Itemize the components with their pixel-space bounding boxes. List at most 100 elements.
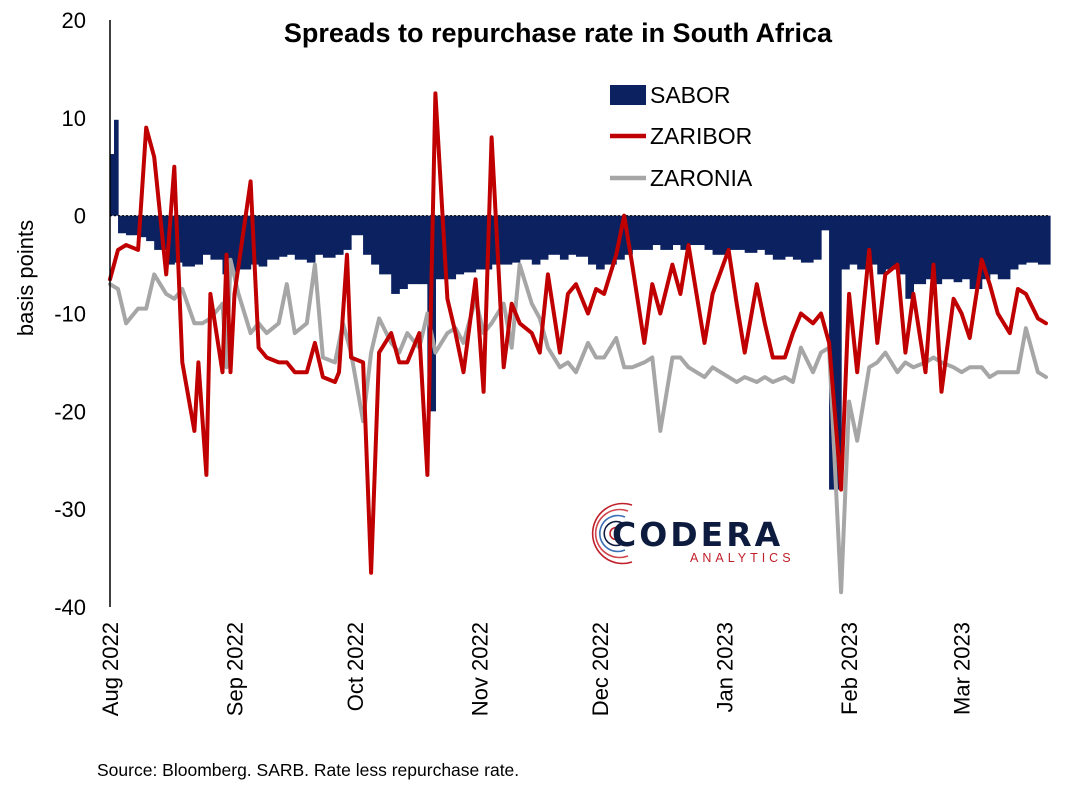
y-tick-label: -40 <box>54 595 86 620</box>
sabor-bar <box>363 215 372 255</box>
y-tick-label: -10 <box>54 302 86 327</box>
sabor-bar <box>905 215 915 299</box>
sabor-bar <box>660 215 673 250</box>
x-tick-label: Nov 2022 <box>468 622 493 716</box>
legend-label-zaribor: ZARIBOR <box>650 123 752 149</box>
zaribor-line <box>108 91 1048 575</box>
legend: SABOR ZARIBOR ZARONIA <box>610 82 753 191</box>
sabor-bar <box>1009 215 1019 270</box>
sabor-bar <box>138 215 147 238</box>
sabor-bar <box>126 215 139 236</box>
sabor-bar <box>322 215 336 258</box>
x-tick-label: Aug 2022 <box>98 622 123 716</box>
sabor-bar <box>913 215 927 285</box>
sabor-bar <box>455 215 465 275</box>
zaronia-line <box>108 257 1048 595</box>
chart-title: Spreads to repurchase rate in South Afri… <box>284 18 833 48</box>
sabor-bar <box>821 215 830 231</box>
sabor-bar <box>800 215 814 263</box>
sabor-bar <box>314 215 324 255</box>
y-tick-label: 20 <box>62 8 86 33</box>
sabor-bar <box>342 215 352 250</box>
sabor-bar <box>1045 215 1051 265</box>
sabor-bar <box>941 215 955 280</box>
sabor-bar <box>688 215 706 246</box>
sabor-bar <box>575 215 589 257</box>
sabor-bar <box>511 215 521 263</box>
series-lines <box>108 91 1048 595</box>
sabor-bar <box>294 215 308 260</box>
legend-label-zaronia: ZARONIA <box>650 165 753 191</box>
sabor-bar <box>407 215 420 285</box>
sabor-bar <box>539 215 549 260</box>
sabor-bar <box>463 215 477 273</box>
sabor-bar <box>712 215 730 255</box>
legend-label-sabor: SABOR <box>650 82 731 108</box>
sabor-bar <box>110 154 115 216</box>
x-tick-label: Jan 2023 <box>713 622 738 713</box>
sabor-bar <box>772 215 786 260</box>
x-tick-label: Oct 2022 <box>343 622 368 711</box>
logo-swirl-icon <box>591 502 633 565</box>
sabor-bar <box>1017 215 1027 265</box>
source-note: Source: Bloomberg. SARB. Rate less repur… <box>97 760 520 780</box>
sabor-bar <box>849 215 858 265</box>
sabor-bar <box>194 215 203 265</box>
sabor-bar <box>596 215 605 270</box>
sabor-bar <box>230 215 240 275</box>
sabor-bar <box>784 215 794 257</box>
sabor-bar <box>519 215 533 260</box>
logo-subtitle: ANALYTICS <box>690 551 795 565</box>
y-tick-labels: 20 10 0 -10 -20 -30 -40 <box>54 8 86 620</box>
x-tick-labels: Aug 2022 Sep 2022 Oct 2022 Nov 2022 Dec 2022… <box>98 622 975 716</box>
sabor-bar <box>222 215 232 275</box>
y-tick-label: -20 <box>54 399 86 424</box>
sabor-bar <box>1025 215 1039 263</box>
sabor-bar <box>371 215 380 265</box>
sabor-bars <box>110 119 1051 490</box>
sabor-bar <box>547 215 561 255</box>
sabor-bar <box>792 215 802 260</box>
sabor-bar <box>503 215 513 265</box>
sabor-bar <box>475 215 485 270</box>
sabor-bar <box>961 215 971 280</box>
sabor-bar <box>604 215 617 265</box>
sabor-bar <box>925 215 935 280</box>
sabor-bar <box>447 215 457 280</box>
sabor-bar <box>334 215 344 255</box>
sabor-bar <box>286 215 296 255</box>
sabor-bar <box>764 215 774 255</box>
sabor-bar <box>1037 215 1047 265</box>
sabor-bar <box>567 215 577 255</box>
sabor-bar <box>989 215 999 275</box>
sabor-bar <box>652 215 661 246</box>
sabor-bar <box>182 215 195 267</box>
sabor-bar <box>531 215 541 265</box>
sabor-bar <box>885 215 898 270</box>
sabor-bar <box>997 215 1011 280</box>
legend-swatch-sabor <box>610 85 646 105</box>
sabor-bar <box>588 215 597 265</box>
sabor-bar <box>728 215 738 250</box>
sabor-bar <box>933 215 943 285</box>
x-tick-label: Mar 2023 <box>950 622 975 715</box>
sabor-bar <box>202 215 212 255</box>
sabor-bar <box>391 215 400 294</box>
x-tick-label: Sep 2022 <box>223 622 248 716</box>
sabor-bar <box>114 119 119 216</box>
sabor-bar <box>118 215 127 234</box>
sabor-bar <box>379 215 392 275</box>
sabor-bar <box>736 215 746 250</box>
sabor-bar <box>704 215 714 250</box>
sabor-bar <box>351 215 364 236</box>
sabor-bar <box>812 215 822 260</box>
sabor-bar <box>672 215 682 246</box>
sabor-bar <box>632 215 645 250</box>
sabor-bar <box>744 215 758 253</box>
y-axis-label: basis points <box>13 220 38 336</box>
sabor-bar <box>399 215 408 290</box>
sabor-bar <box>877 215 886 275</box>
sabor-bar <box>306 215 316 263</box>
y-tick-label: 10 <box>62 106 86 131</box>
